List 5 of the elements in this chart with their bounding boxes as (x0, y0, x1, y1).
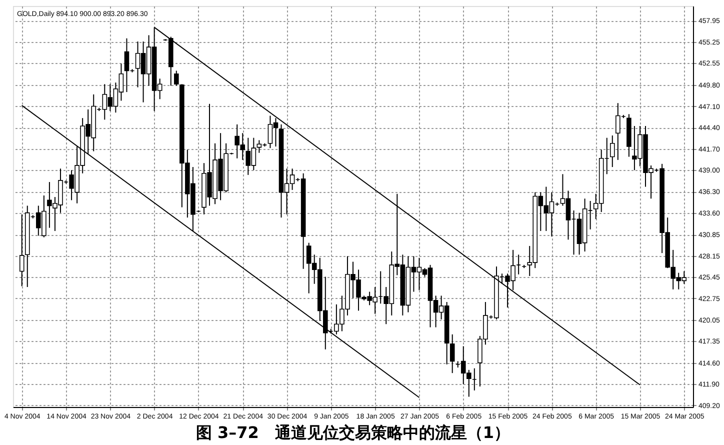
candlestick (174, 70, 179, 86)
candlestick (450, 334, 455, 374)
candlestick (19, 214, 24, 287)
text: 图 3–72 通道见位交易策略中的流星（1） (196, 423, 510, 442)
candlestick (610, 134, 615, 168)
